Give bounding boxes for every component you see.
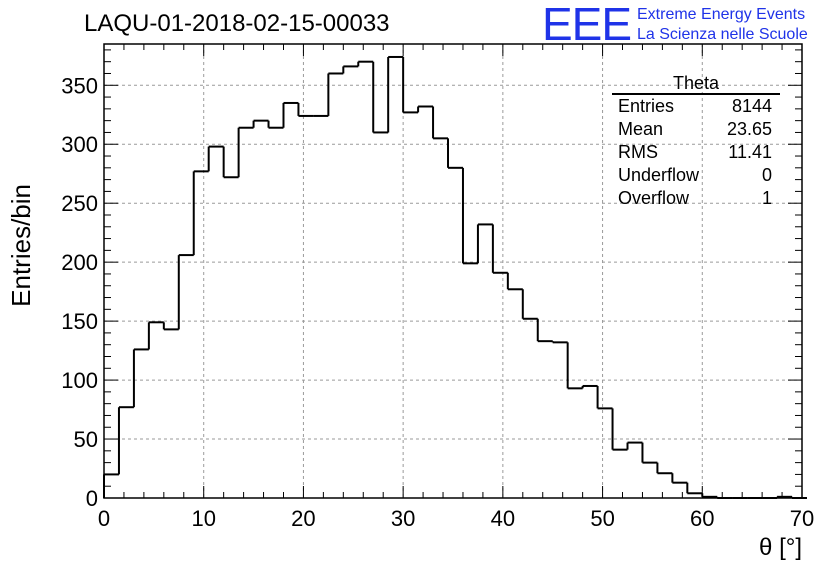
stats-row-mean: Mean 23.65 — [612, 118, 780, 141]
y-axis-label: Entries/bin — [6, 184, 36, 307]
x-tick-label: 10 — [191, 506, 215, 531]
x-tick-label: 50 — [590, 506, 614, 531]
logo-line-1: Extreme Energy Events — [637, 6, 806, 23]
stats-value: 23.65 — [726, 119, 772, 139]
y-tick-label: 250 — [61, 191, 98, 216]
x-tick-label: 40 — [491, 506, 515, 531]
stats-value: 8144 — [731, 96, 772, 116]
stats-label: Entries — [618, 96, 675, 116]
stats-row-rms: RMS 11.41 — [612, 141, 780, 164]
eee-logo: EEE — [542, 0, 632, 50]
y-tick-label: 350 — [61, 73, 98, 98]
stats-label: Underflow — [618, 165, 700, 185]
axes-frame — [103, 43, 803, 499]
stats-box: Theta Entries 8144 Mean 23.65 RMS 11.41 … — [612, 73, 780, 210]
x-tick-label: 0 — [98, 506, 110, 531]
x-axis-label: θ [°] — [759, 534, 802, 561]
stats-label: Mean — [618, 119, 664, 139]
stats-title: Theta — [612, 73, 780, 95]
stats-value: 0 — [761, 165, 772, 185]
logo-line-2: La Scienza nelle Scuole — [637, 26, 808, 43]
x-tick-label: 30 — [391, 506, 415, 531]
axis-ticks — [103, 44, 803, 499]
stats-label: Overflow — [618, 188, 690, 208]
y-tick-label: 150 — [61, 309, 98, 334]
plot-frame — [103, 43, 803, 499]
x-tick-label: 60 — [690, 506, 714, 531]
chart-title: LAQU-01-2018-02-15-00033 — [84, 10, 390, 37]
y-tick-label: 200 — [61, 250, 98, 275]
stats-row-entries: Entries 8144 — [612, 95, 780, 118]
stats-value: 1 — [761, 188, 772, 208]
stats-label: RMS — [618, 142, 658, 162]
y-tick-label: 0 — [86, 486, 98, 511]
grid-lines — [104, 44, 802, 498]
y-tick-label: 300 — [61, 132, 98, 157]
y-tick-label: 100 — [61, 368, 98, 393]
histogram-series — [103, 55, 807, 499]
stats-row-overflow: Overflow 1 — [612, 187, 780, 210]
y-tick-label: 50 — [74, 427, 98, 452]
x-tick-label: 70 — [790, 506, 814, 531]
x-tick-label: 20 — [291, 506, 315, 531]
stats-value: 11.41 — [728, 142, 772, 162]
stats-row-underflow: Underflow 0 — [612, 164, 780, 187]
